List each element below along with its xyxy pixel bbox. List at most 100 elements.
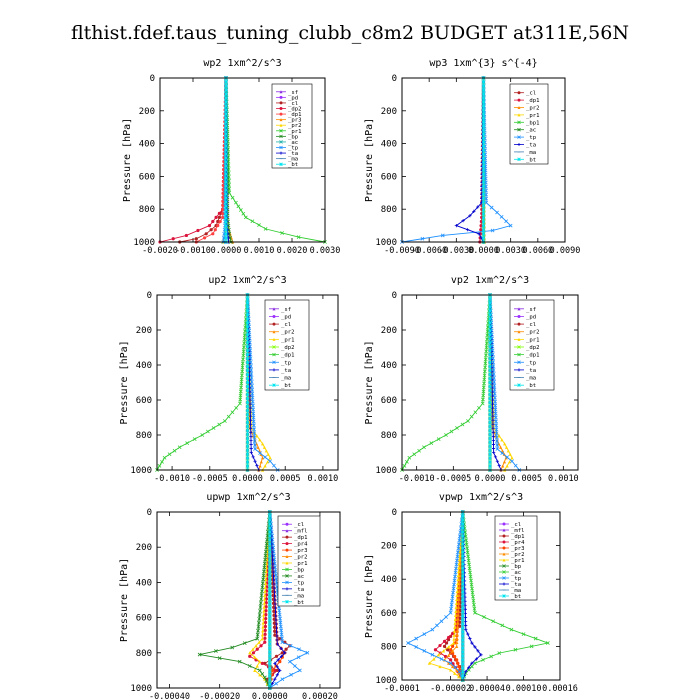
legend: _sf_pd _cl _pr2_pr1 _dp2 _dp1_tp _ta _ma_bt xyxy=(509,299,555,391)
panel-title: up2 1xm^2/s^3 xyxy=(208,275,286,286)
y-tick-label: 1000 xyxy=(130,466,152,476)
legend-label: _bt xyxy=(294,600,304,606)
legend-label: _pr2 xyxy=(294,555,307,561)
y-tick-label: 1000 xyxy=(375,676,397,686)
x-tick-label: 0.00000 xyxy=(252,692,288,700)
y-tick-label: 1000 xyxy=(375,466,397,476)
series-line xyxy=(269,511,286,689)
legend-label: _pr2 xyxy=(526,330,539,336)
y-tick-label: 600 xyxy=(136,396,152,406)
legend-label: _ac xyxy=(288,140,298,146)
x-tick-label: 0.0030 xyxy=(310,246,341,256)
x-tick-label: 0.0005 xyxy=(511,474,542,484)
y-tick-label: 400 xyxy=(381,361,397,371)
legend-label: _dp2 xyxy=(526,345,539,351)
legend-label: _ta xyxy=(526,143,536,149)
legend-label: _pr3 xyxy=(511,546,524,552)
plot-frame xyxy=(156,294,339,471)
x-tick-label: 0.0060 xyxy=(522,246,553,256)
x-tick-label: 0.00020 xyxy=(302,692,338,700)
x-tick-label: 0.0030 xyxy=(495,246,526,256)
series-bt xyxy=(245,293,250,472)
y-tick-label: 200 xyxy=(139,107,155,117)
legend-label: _bt xyxy=(281,383,291,389)
x-tick-label: 0.0000 xyxy=(468,246,499,256)
legend-label: _bt xyxy=(511,594,521,600)
y-tick-label: 800 xyxy=(381,205,397,215)
y-tick-label: 0 xyxy=(392,74,397,84)
legend-label: _dp2 xyxy=(281,345,294,351)
panel-title: vp2 1xm^2/s^3 xyxy=(451,275,529,286)
legend-label: _pr3 xyxy=(288,118,301,124)
legend-label: _bt xyxy=(526,383,536,389)
legend-label: _cl xyxy=(526,322,536,328)
legend-label: _pr1 xyxy=(294,561,307,567)
x-tick-label: 0.0010 xyxy=(244,246,275,256)
legend-label: _pr3 xyxy=(294,548,307,554)
legend-label: _dp1 xyxy=(281,353,294,359)
y-tick-label: 0 xyxy=(147,508,152,518)
y-tick-label: 800 xyxy=(381,642,397,652)
y-tick-label: 200 xyxy=(381,542,397,552)
plot-frame xyxy=(401,294,579,471)
panel-title: wp3 1xm^{3} s^{-4} xyxy=(429,58,537,69)
legend: _cl_mfl_dp1_pr4_pr3_pr2_pr1_bp_ac_tp_ta_… xyxy=(277,515,321,607)
legend-label: _dp1 xyxy=(511,534,524,540)
y-tick-label: 600 xyxy=(381,609,397,619)
x-tick-label: 0.0020 xyxy=(277,246,308,256)
legend-label: _sf xyxy=(288,90,298,96)
series-dp1 xyxy=(194,76,228,244)
legend-label: _pr2 xyxy=(288,123,301,129)
x-tick-label: -0.00020 xyxy=(199,692,240,700)
legend-label: _ma xyxy=(281,376,291,382)
legend-label: _bp xyxy=(294,567,305,573)
series-dp1 xyxy=(155,293,250,472)
legend-label: _mfl xyxy=(294,529,307,535)
series-bt xyxy=(488,293,492,472)
legend-label: _pr1 xyxy=(288,129,301,135)
legend-box xyxy=(509,83,549,165)
x-tick-label: -0.0090 xyxy=(384,246,420,256)
y-tick-label: 400 xyxy=(381,575,397,585)
legend-box xyxy=(509,299,555,391)
legend-label: _pd xyxy=(526,314,536,320)
y-tick-label: 200 xyxy=(381,107,397,117)
x-tick-label: 0.0000 xyxy=(211,246,242,256)
y-axis-label: Pressure [hPa] xyxy=(119,340,130,424)
y-tick-label: 800 xyxy=(136,649,152,659)
y-tick-label: 800 xyxy=(136,431,152,441)
legend-label: _cl xyxy=(526,91,536,97)
budget-panel-3: up2 1xm^2/s^3 Pressure [hPa] 0 200 400 600 800… xyxy=(119,275,339,484)
x-tick-label: -0.00002 xyxy=(430,684,471,694)
legend-label: _ta xyxy=(526,368,536,374)
y-tick-label: 200 xyxy=(136,326,152,336)
budget-panel-6: vpwp 1xm^2/s^3 Pressure [hPa] 0 200 400 600 80… xyxy=(364,492,578,694)
legend-label: _pr1 xyxy=(511,558,524,564)
legend-label: _dp1 xyxy=(288,112,301,118)
y-tick-label: 600 xyxy=(136,614,152,624)
legend-label: _tp xyxy=(288,146,299,152)
y-tick-label: 600 xyxy=(381,172,397,182)
x-tick-label: -0.0010 xyxy=(399,474,435,484)
legend-label: _ma xyxy=(526,150,536,156)
figure-title: flthist.fdef.taus_tuning_clubb_c8m2 BUDG… xyxy=(71,22,629,44)
series-line xyxy=(401,294,491,471)
y-tick-label: 800 xyxy=(381,431,397,441)
legend-label: _tp xyxy=(511,576,522,582)
y-axis-label: Pressure [hPa] xyxy=(364,340,375,424)
legend-box xyxy=(264,299,310,391)
legend-label: _ma xyxy=(294,593,304,599)
y-tick-label: 200 xyxy=(381,326,397,336)
legend-label: _pr2 xyxy=(526,106,539,112)
y-tick-label: 400 xyxy=(136,578,152,588)
legend-label: _ac xyxy=(526,128,536,134)
x-tick-label: 0.0010 xyxy=(308,474,339,484)
legend-label: _pr4 xyxy=(294,542,308,548)
legend-label: _pr4 xyxy=(511,540,525,546)
series-dp1 xyxy=(400,293,492,472)
legend: _sf_pd_cl_dp2_dp1_pr3_pr2_pr1_bp_ac_tp_t… xyxy=(271,83,313,169)
y-tick-label: 600 xyxy=(139,172,155,182)
legend-label: _tp xyxy=(526,360,537,366)
y-tick-label: 0 xyxy=(147,291,152,301)
legend-label: _bt xyxy=(526,157,536,163)
